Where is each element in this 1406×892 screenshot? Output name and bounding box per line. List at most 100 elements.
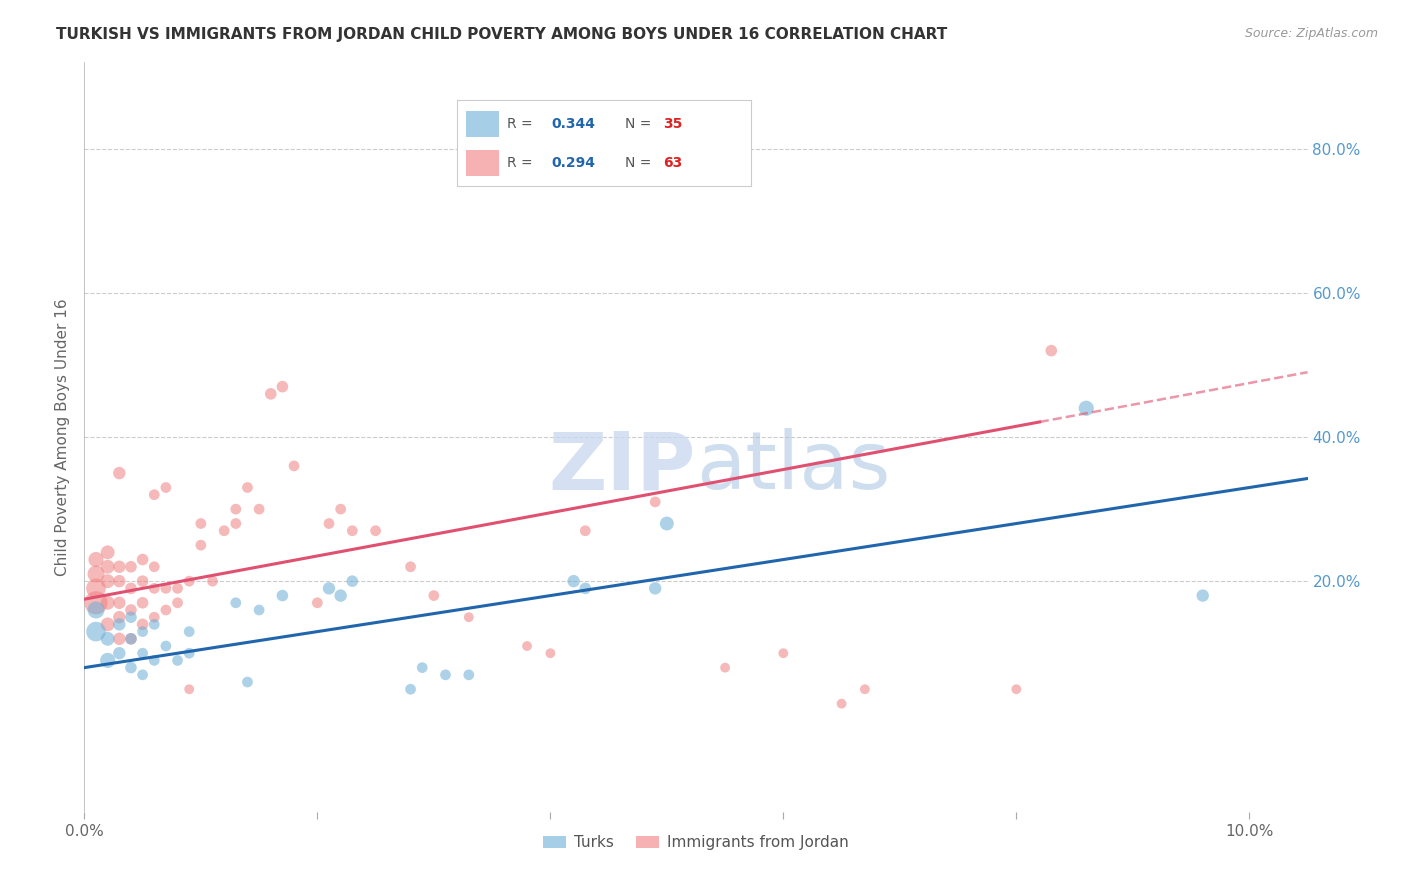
Point bbox=[342, 524, 364, 538]
Point bbox=[131, 574, 153, 589]
Point bbox=[143, 610, 166, 624]
Point bbox=[84, 582, 107, 596]
Point bbox=[120, 582, 142, 596]
Point bbox=[538, 646, 561, 660]
Point bbox=[131, 552, 153, 566]
Point bbox=[283, 458, 305, 473]
Point bbox=[179, 682, 201, 697]
Y-axis label: Child Poverty Among Boys Under 16: Child Poverty Among Boys Under 16 bbox=[55, 298, 70, 576]
Point bbox=[97, 574, 120, 589]
Point bbox=[120, 603, 142, 617]
Point bbox=[271, 379, 294, 393]
Point bbox=[97, 632, 120, 646]
Point bbox=[84, 596, 107, 610]
Point bbox=[457, 668, 479, 682]
Point bbox=[307, 596, 329, 610]
Point bbox=[108, 466, 131, 480]
Point bbox=[131, 617, 153, 632]
Text: Source: ZipAtlas.com: Source: ZipAtlas.com bbox=[1244, 27, 1378, 40]
Point bbox=[260, 387, 283, 401]
Text: TURKISH VS IMMIGRANTS FROM JORDAN CHILD POVERTY AMONG BOYS UNDER 16 CORRELATION : TURKISH VS IMMIGRANTS FROM JORDAN CHILD … bbox=[56, 27, 948, 42]
Point bbox=[97, 596, 120, 610]
Point bbox=[84, 603, 107, 617]
Point bbox=[516, 639, 538, 653]
Point bbox=[84, 624, 107, 639]
Point bbox=[84, 552, 107, 566]
Point bbox=[1005, 682, 1028, 697]
Point bbox=[772, 646, 794, 660]
Point bbox=[225, 502, 247, 516]
Point bbox=[1076, 401, 1098, 416]
Point bbox=[225, 596, 247, 610]
Point bbox=[247, 603, 270, 617]
Point bbox=[364, 524, 387, 538]
Point bbox=[84, 566, 107, 581]
Point bbox=[131, 646, 153, 660]
Point bbox=[399, 559, 422, 574]
Point bbox=[131, 624, 153, 639]
Point bbox=[155, 481, 177, 495]
Point bbox=[271, 589, 294, 603]
Point bbox=[143, 653, 166, 667]
Point bbox=[143, 617, 166, 632]
Text: atlas: atlas bbox=[696, 428, 890, 506]
Point bbox=[423, 589, 446, 603]
Point bbox=[108, 610, 131, 624]
Point bbox=[318, 516, 340, 531]
Text: ZIP: ZIP bbox=[548, 428, 696, 506]
Point bbox=[166, 653, 188, 667]
Point bbox=[97, 617, 120, 632]
Point bbox=[236, 675, 259, 690]
Point bbox=[179, 624, 201, 639]
Point bbox=[155, 582, 177, 596]
Point bbox=[143, 559, 166, 574]
Point bbox=[342, 574, 364, 589]
Point bbox=[120, 610, 142, 624]
Point bbox=[655, 516, 678, 531]
Point bbox=[108, 646, 131, 660]
Point bbox=[329, 502, 352, 516]
Point bbox=[166, 596, 188, 610]
Point bbox=[574, 582, 596, 596]
Point bbox=[212, 524, 235, 538]
Point bbox=[399, 682, 422, 697]
Point bbox=[190, 538, 212, 552]
Point bbox=[143, 582, 166, 596]
Point bbox=[131, 596, 153, 610]
Point bbox=[318, 582, 340, 596]
Point bbox=[190, 516, 212, 531]
Point bbox=[108, 574, 131, 589]
Point bbox=[225, 516, 247, 531]
Point bbox=[457, 610, 479, 624]
Point bbox=[1040, 343, 1063, 358]
Point bbox=[434, 668, 457, 682]
Point bbox=[574, 524, 596, 538]
Point bbox=[853, 682, 876, 697]
Point bbox=[120, 559, 142, 574]
Point bbox=[97, 545, 120, 559]
Point bbox=[120, 632, 142, 646]
Point bbox=[108, 559, 131, 574]
Point bbox=[247, 502, 270, 516]
Point bbox=[236, 481, 259, 495]
Point bbox=[97, 653, 120, 667]
Point bbox=[166, 582, 188, 596]
Point bbox=[120, 632, 142, 646]
Point bbox=[644, 495, 666, 509]
Point bbox=[131, 668, 153, 682]
Point bbox=[1191, 589, 1213, 603]
Point bbox=[108, 596, 131, 610]
Point bbox=[97, 559, 120, 574]
Point bbox=[179, 646, 201, 660]
Point bbox=[120, 660, 142, 674]
Point bbox=[831, 697, 853, 711]
Point bbox=[108, 617, 131, 632]
Point bbox=[644, 582, 666, 596]
Point bbox=[562, 574, 585, 589]
Point bbox=[411, 660, 433, 674]
Point bbox=[155, 603, 177, 617]
Legend: Turks, Immigrants from Jordan: Turks, Immigrants from Jordan bbox=[537, 830, 855, 856]
Point bbox=[201, 574, 224, 589]
Point bbox=[143, 488, 166, 502]
Point bbox=[329, 589, 352, 603]
